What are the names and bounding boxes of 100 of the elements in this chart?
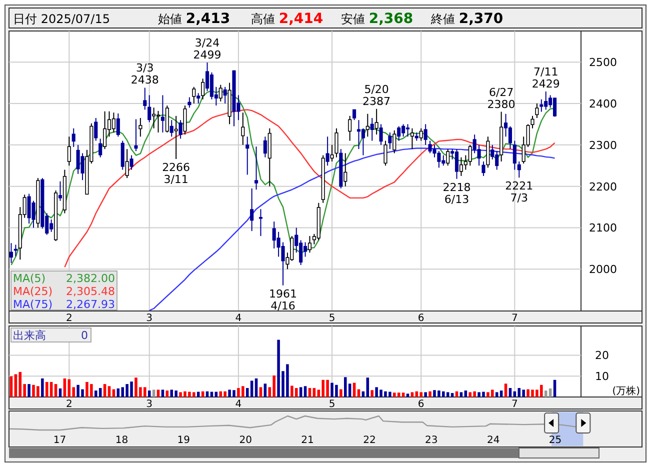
x-tick-label: 20 [239, 435, 252, 446]
y-tick-label: 2400 [589, 97, 617, 110]
annotation: 2,305.48 [66, 285, 115, 298]
candlestick [326, 136, 330, 166]
y-tick-label: 2300 [589, 138, 617, 152]
bar [304, 386, 307, 397]
bar [420, 392, 422, 397]
candlestick [178, 120, 182, 140]
bar [402, 392, 405, 397]
candlestick [148, 94, 152, 123]
candlestick [165, 105, 169, 133]
candlestick [170, 120, 174, 138]
candlestick [258, 208, 263, 237]
candlestick [552, 97, 557, 118]
text: 終値 2,370 [430, 11, 504, 27]
annotation: 0 [81, 329, 88, 342]
bar [504, 384, 508, 397]
text: 始値 2,413 [158, 11, 230, 27]
candlestick [486, 136, 490, 168]
annotation: 3/3 2438 [130, 62, 159, 87]
x-tick-label: 17 [53, 435, 66, 446]
candlestick [334, 128, 338, 158]
text: 日付 2025/07/15 [13, 12, 110, 26]
annotation: 2221 7/3 [505, 180, 534, 205]
text: 出来高 [13, 329, 46, 342]
bar [312, 388, 316, 397]
bar [94, 390, 98, 397]
candlestick [152, 107, 156, 129]
bar [161, 390, 164, 397]
candlestick [388, 132, 392, 150]
x-tick-label: 6 [418, 399, 424, 410]
x-tick-label: 5 [328, 313, 336, 324]
candlestick [125, 148, 129, 179]
bar [406, 394, 410, 397]
candlestick [517, 160, 521, 178]
bar [259, 387, 262, 397]
bar [500, 390, 503, 397]
text: 高値 2,414 [251, 11, 324, 27]
candlestick [218, 84, 222, 102]
candlestick [370, 117, 374, 142]
bar [28, 384, 30, 397]
candlestick [80, 152, 84, 181]
annotation: 2,382.00 [66, 272, 115, 285]
bar [152, 390, 156, 397]
candlestick [540, 98, 544, 112]
candlestick [535, 102, 539, 118]
y-tick-label: 2200 [589, 180, 617, 194]
y-tick-label: 2500 [589, 56, 617, 70]
candlestick [379, 124, 383, 146]
x-tick-label: 21 [301, 435, 314, 446]
x-tick-label: 4 [235, 313, 242, 324]
bar [108, 386, 111, 397]
bar [553, 380, 556, 397]
candlestick [352, 109, 356, 121]
candlestick [344, 152, 348, 187]
candlestick [512, 140, 516, 170]
bar [272, 375, 276, 397]
bar [254, 378, 258, 397]
bar [446, 392, 450, 397]
bar [250, 380, 254, 397]
candlestick [454, 148, 459, 180]
bar [166, 390, 169, 397]
y-tick-label: 10 [595, 370, 609, 384]
candlestick [156, 110, 160, 133]
candlestick [241, 112, 245, 146]
candlestick [482, 160, 486, 176]
candlestick [508, 126, 512, 150]
bar [308, 388, 312, 397]
bar [98, 388, 102, 397]
candlestick [94, 117, 98, 142]
y-tick-label: 20 [595, 349, 609, 362]
candlestick [392, 130, 396, 154]
bar [14, 374, 18, 397]
candlestick [246, 136, 250, 176]
annotation: 2218 6/13 [442, 180, 471, 206]
candlestick [143, 87, 147, 110]
candlestick [330, 144, 334, 162]
x-tick-label: 3 [146, 399, 153, 410]
bar [366, 378, 370, 397]
x-tick-label: 24 [486, 435, 500, 446]
bar [103, 384, 106, 397]
candlestick [468, 144, 472, 166]
candlestick [281, 242, 285, 286]
annotation: 2266 3/11 [162, 160, 190, 186]
bar [294, 388, 298, 397]
candlestick [254, 146, 258, 190]
bar [246, 388, 249, 397]
candlestick [98, 138, 102, 158]
bar [544, 390, 548, 397]
candlestick [192, 86, 196, 104]
annotation: 5/20 2387 [362, 82, 391, 108]
candlestick [263, 136, 267, 158]
bar [54, 384, 58, 397]
annotation: 1961 4/16 [269, 287, 297, 312]
bar [63, 378, 66, 397]
x-tick-label: 5 [328, 399, 336, 410]
text: MA(75) [13, 298, 53, 311]
candlestick [183, 105, 187, 136]
bar [393, 392, 396, 397]
bar [50, 382, 53, 397]
